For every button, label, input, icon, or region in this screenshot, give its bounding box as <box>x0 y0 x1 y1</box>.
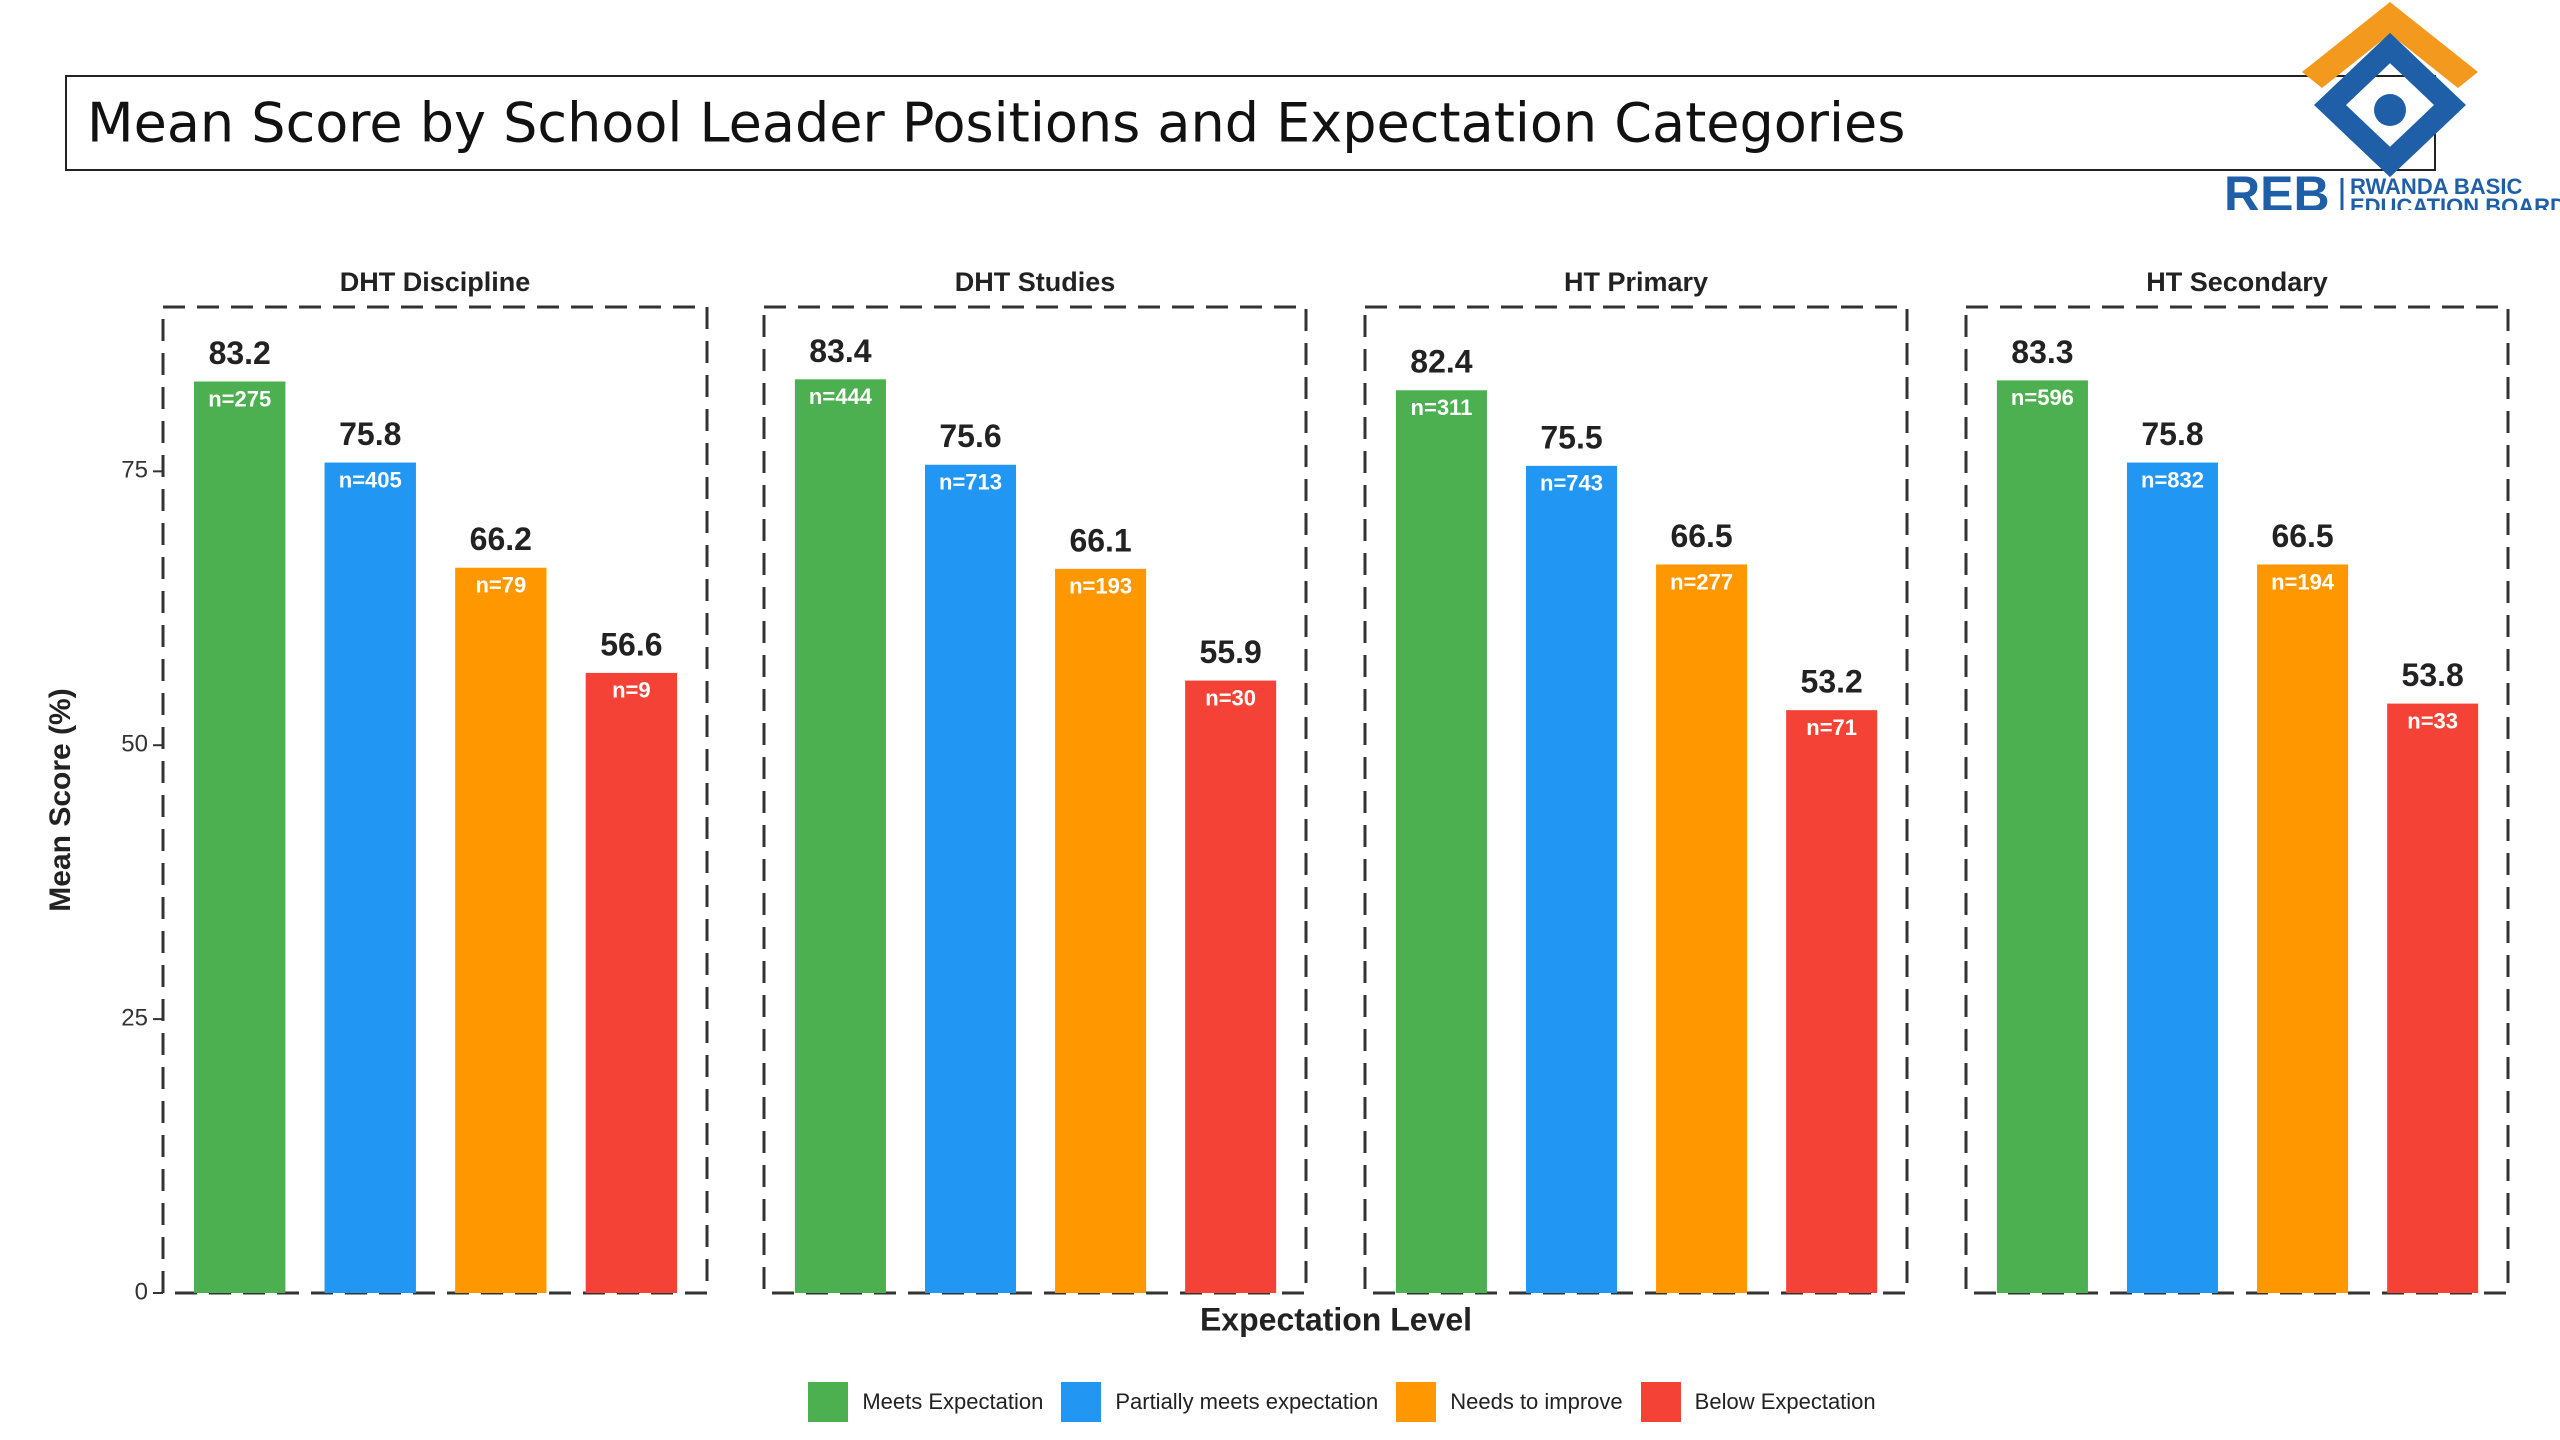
value-label: 66.5 <box>1670 518 1732 554</box>
value-label: 66.1 <box>1069 522 1131 558</box>
y-tick-label: 25 <box>121 1004 148 1031</box>
legend-key <box>808 1382 849 1422</box>
bar <box>1525 465 1618 1293</box>
value-label: 66.2 <box>470 521 532 557</box>
panel-border <box>762 305 1308 1295</box>
bar <box>194 381 286 1293</box>
legend-item: Meets Expectation <box>808 1382 1043 1422</box>
legend-item: Below Expectation <box>1640 1382 1876 1422</box>
value-label: 82.4 <box>1410 344 1472 380</box>
n-label: n=71 <box>1806 715 1857 740</box>
n-label: n=275 <box>208 386 271 411</box>
value-label: 75.8 <box>2141 416 2203 452</box>
y-tick-label: 75 <box>121 457 148 484</box>
value-label: 53.8 <box>2402 657 2464 693</box>
legend-label: Below Expectation <box>1694 1389 1876 1414</box>
logo-line1: RWANDA BASIC <box>2350 174 2522 199</box>
logo-mark: REB <box>2224 166 2330 210</box>
n-label: n=33 <box>2407 708 2458 733</box>
panel-border <box>161 305 709 1295</box>
legend-key <box>1640 1382 1681 1422</box>
bar <box>324 462 416 1294</box>
logo-diamond <box>2314 32 2466 178</box>
value-label: 83.2 <box>209 335 271 371</box>
legend-key <box>1061 1382 1102 1422</box>
logo-dot <box>2374 94 2406 126</box>
legend-label: Meets Expectation <box>862 1389 1044 1414</box>
value-label: 83.3 <box>2011 334 2073 370</box>
bar <box>455 567 547 1293</box>
value-label: 55.9 <box>1200 634 1262 670</box>
n-label: n=194 <box>2271 569 2335 594</box>
y-axis-label: Mean Score (%) <box>44 688 77 911</box>
n-label: n=743 <box>1540 471 1603 496</box>
value-label: 53.2 <box>1801 664 1863 700</box>
value-label: 75.6 <box>939 418 1001 454</box>
legend-key <box>1396 1382 1437 1422</box>
n-label: n=79 <box>475 573 526 598</box>
bar <box>1786 710 1878 1293</box>
facet-title: DHT Discipline <box>340 267 531 297</box>
panel-border <box>1363 305 1909 1295</box>
logo-line2: EDUCATION BOARD <box>2350 194 2560 210</box>
legend-label: Needs to improve <box>1450 1389 1623 1414</box>
value-label: 75.8 <box>339 416 401 452</box>
chart: 0 25 50 75 Mean Score (%) Expectation Level DH… <box>44 267 2510 1337</box>
legend-label: Partially meets expectation <box>1115 1389 1379 1414</box>
n-label: n=444 <box>809 384 873 409</box>
n-label: n=405 <box>339 467 402 492</box>
n-label: n=596 <box>2011 385 2074 410</box>
bar <box>2126 462 2219 1294</box>
n-label: n=30 <box>1205 685 1256 710</box>
n-label: n=9 <box>612 678 651 703</box>
n-label: n=193 <box>1069 574 1132 599</box>
bar <box>1055 568 1147 1293</box>
bar <box>1656 564 1748 1293</box>
bar <box>1395 390 1487 1293</box>
logo: REB RWANDA BASIC EDUCATION BOARD <box>2224 2 2560 210</box>
panel-border <box>1964 305 2510 1295</box>
n-label: n=277 <box>1670 569 1733 594</box>
value-label: 56.6 <box>600 626 662 662</box>
logo-roof <box>2302 2 2478 88</box>
value-label: 83.4 <box>809 333 871 369</box>
n-label: n=713 <box>939 470 1002 495</box>
bar <box>2387 703 2479 1293</box>
bar <box>585 672 678 1293</box>
legend-item: Partially meets expectation <box>1061 1382 1378 1422</box>
value-label: 66.5 <box>2271 518 2333 554</box>
bar <box>2257 564 2349 1293</box>
y-tick-label: 0 <box>135 1278 148 1305</box>
legend-item: Needs to improve <box>1396 1382 1623 1422</box>
n-label: n=832 <box>2141 467 2204 492</box>
bar <box>794 379 886 1294</box>
y-tick-label: 50 <box>121 731 148 758</box>
x-axis-label: Expectation Level <box>1200 1301 1472 1337</box>
facet-title: DHT Studies <box>955 267 1116 297</box>
value-label: 75.5 <box>1540 419 1602 455</box>
bar <box>924 464 1017 1293</box>
bar <box>1996 380 2088 1293</box>
title-box: Mean Score by School Leader Positions an… <box>65 75 2436 171</box>
legend: Meets Expectation Partially meets expecta… <box>0 1380 2560 1424</box>
facet-title: HT Primary <box>1564 267 1708 297</box>
n-label: n=311 <box>1411 395 1473 420</box>
bar <box>1185 680 1277 1293</box>
slide-title: Mean Score by School Leader Positions an… <box>87 91 1906 155</box>
facet-title: HT Secondary <box>2146 267 2328 297</box>
